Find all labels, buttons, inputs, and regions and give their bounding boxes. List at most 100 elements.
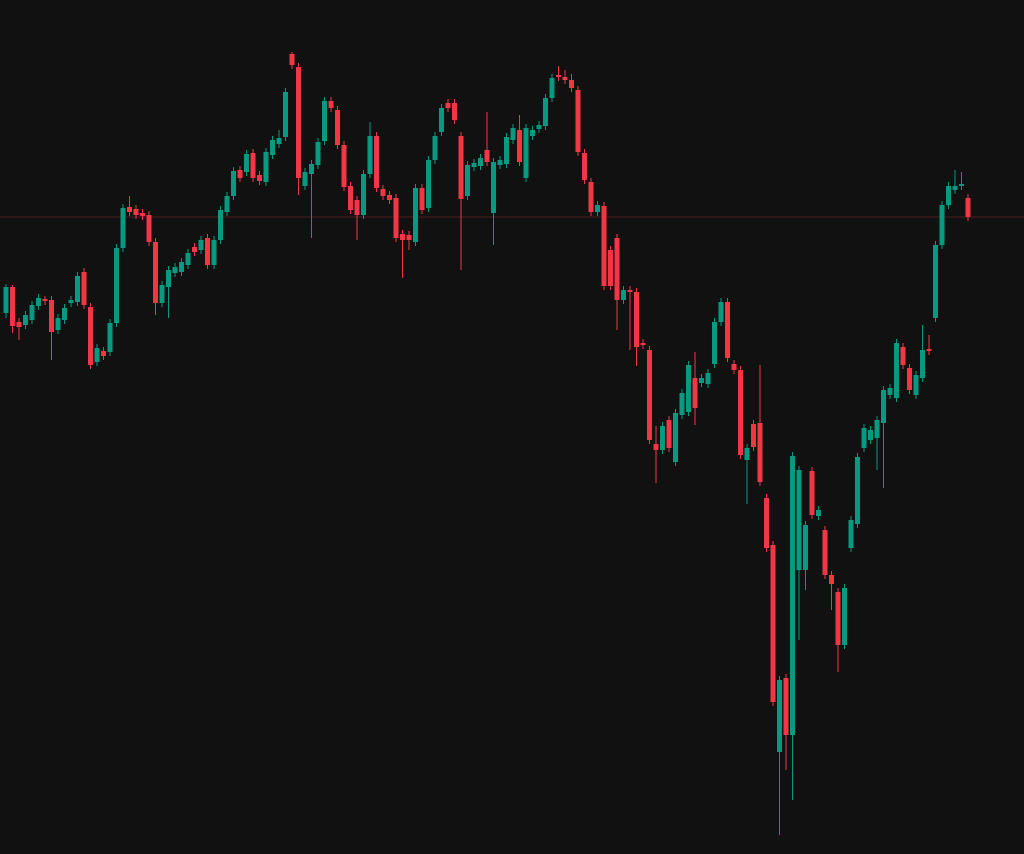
candle-body: [114, 248, 119, 323]
candle-body: [816, 510, 821, 516]
candle-body: [881, 390, 886, 423]
candle-body: [192, 247, 197, 252]
candle-body: [926, 349, 932, 351]
candle-body: [413, 188, 418, 242]
candle-body: [588, 182, 594, 212]
candle-body: [868, 430, 873, 440]
candle-body: [211, 240, 217, 265]
candle-body: [36, 298, 41, 306]
candle-body: [933, 245, 938, 318]
candle-body: [146, 215, 152, 242]
candle-body: [894, 343, 899, 398]
candle-body: [62, 308, 67, 320]
candle-body: [491, 162, 496, 213]
candle-body: [374, 136, 379, 188]
candle-body: [634, 292, 639, 347]
candle-body: [75, 276, 80, 302]
candle-body: [263, 152, 269, 182]
candle-body: [380, 189, 386, 196]
candle-body: [809, 471, 815, 515]
candle-body: [296, 67, 301, 178]
candle-body: [237, 170, 243, 178]
candle-body: [341, 145, 347, 187]
candle-body: [107, 323, 113, 352]
candle-body: [224, 196, 230, 212]
candle-body: [679, 393, 685, 415]
candle-body: [465, 165, 470, 196]
candle-body: [562, 77, 568, 80]
candle-body: [959, 184, 964, 186]
candle-body: [406, 235, 412, 240]
candle-body: [718, 302, 724, 322]
candle-body: [530, 130, 535, 136]
candle-body: [393, 198, 399, 238]
candle-body: [504, 137, 509, 164]
candle-body: [751, 424, 756, 447]
candle-body: [601, 206, 607, 286]
candle-body: [712, 322, 717, 364]
candle-body: [458, 136, 464, 199]
candle-body: [159, 285, 165, 303]
candle-body: [127, 207, 132, 212]
candle-body: [198, 240, 204, 250]
candle-body: [822, 530, 828, 575]
candle-body: [692, 378, 698, 408]
candle-body: [153, 242, 158, 303]
candle-body: [686, 365, 691, 412]
candle-body: [426, 160, 431, 208]
candle-body: [731, 364, 737, 370]
candle-body: [270, 140, 275, 155]
candle-body: [842, 588, 847, 645]
candle-body: [419, 188, 425, 210]
candle-body: [283, 92, 288, 137]
candle-body: [848, 520, 854, 548]
candle-body: [517, 130, 522, 162]
candle-body: [172, 267, 178, 273]
candle-body: [185, 253, 191, 265]
candle-body: [68, 300, 74, 303]
candle-body: [569, 80, 574, 88]
candle-body: [452, 103, 457, 120]
candle-body: [49, 300, 54, 332]
candle-body: [42, 299, 48, 301]
candle-body: [101, 351, 106, 356]
candle-body: [900, 347, 906, 365]
candle-body: [88, 307, 93, 365]
candle-body: [400, 234, 405, 240]
candle-body: [81, 272, 87, 305]
candle-body: [250, 153, 256, 178]
candle-body: [94, 348, 100, 362]
candle-body: [835, 592, 841, 645]
candle-body: [777, 680, 782, 752]
candle-body: [367, 136, 373, 174]
candle-body: [10, 287, 15, 326]
candle-body: [120, 208, 126, 248]
candle-body: [666, 420, 672, 448]
candle-body: [887, 388, 893, 395]
candle-body: [861, 428, 867, 448]
candle-body: [549, 78, 555, 98]
candle-body: [510, 128, 516, 140]
candle-body: [523, 128, 529, 178]
candle-body: [322, 101, 327, 141]
candle-body: [913, 375, 919, 395]
candle-body: [354, 200, 360, 215]
candle-body: [536, 125, 542, 129]
candle-body: [965, 198, 971, 217]
candle-body: [874, 420, 880, 438]
candle-body: [705, 373, 711, 384]
candle-body: [946, 186, 951, 205]
candle-body: [907, 368, 912, 390]
candle-body: [660, 426, 665, 450]
candle-body: [133, 209, 139, 215]
candle-body: [315, 142, 321, 165]
candle-body: [478, 158, 483, 166]
candle-body: [244, 154, 249, 172]
candle-body: [582, 153, 587, 180]
candle-body: [556, 75, 561, 77]
candle-body: [640, 343, 646, 345]
candle-body: [439, 108, 444, 132]
candle-body: [16, 322, 22, 327]
